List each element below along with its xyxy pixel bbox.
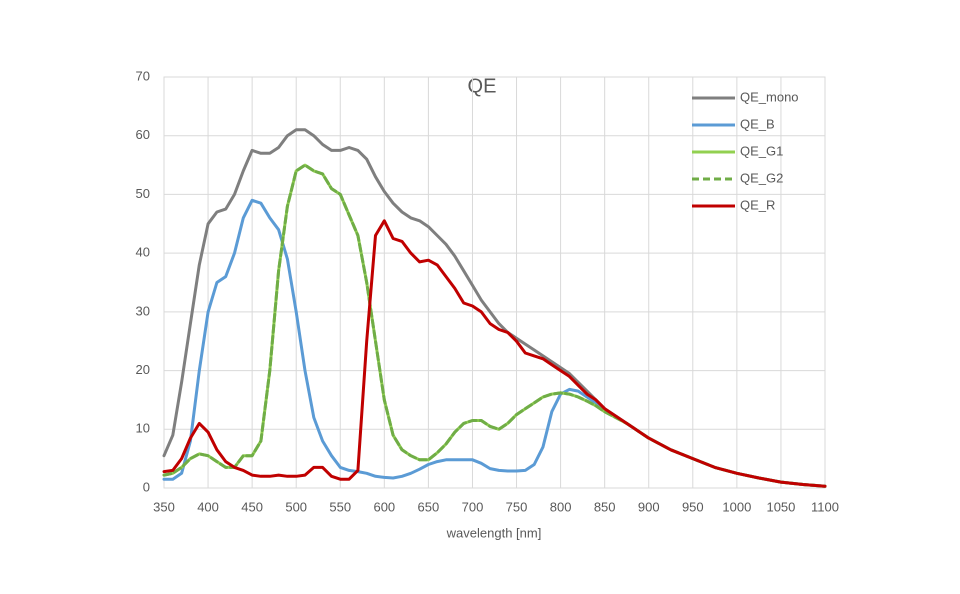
x-tick-label: 650 [418,499,440,514]
x-tick-label: 500 [285,499,307,514]
x-tick-label: 350 [153,499,175,514]
y-tick-label: 70 [136,68,150,83]
legend-label: QE_G1 [740,143,783,158]
legend-label: QE_R [740,197,775,212]
x-axis-label: wavelength [nm] [446,525,542,540]
chart-title: QE [468,75,497,97]
plot-border [163,76,826,489]
x-tick-label: 850 [594,499,616,514]
x-tick-label: 1000 [722,499,751,514]
x-tick-label: 1100 [811,499,839,514]
x-tick-label: 950 [682,499,704,514]
y-tick-label: 60 [136,127,150,142]
series-line [162,219,827,488]
series-line [162,198,827,488]
y-tick-label: 40 [136,245,150,260]
y-tick-label: 20 [136,362,150,377]
x-tick-label: 750 [506,499,528,514]
series-line [162,163,827,488]
legend-label: QE_G2 [740,170,783,185]
legend-label: QE_mono [740,89,799,104]
x-tick-label: 1050 [766,499,795,514]
x-tick-label: 600 [373,499,395,514]
y-tick-label: 10 [136,421,150,436]
x-tick-label: 900 [638,499,660,514]
x-tick-label: 700 [462,499,484,514]
y-tick-label: 50 [136,186,150,201]
x-tick-label: 400 [197,499,219,514]
y-tick-label: 0 [143,479,150,494]
legend-label: QE_B [740,116,775,131]
x-tick-label: 800 [550,499,572,514]
y-tick-label: 30 [136,303,150,318]
x-tick-label: 550 [329,499,351,514]
x-tick-label: 450 [241,499,263,514]
